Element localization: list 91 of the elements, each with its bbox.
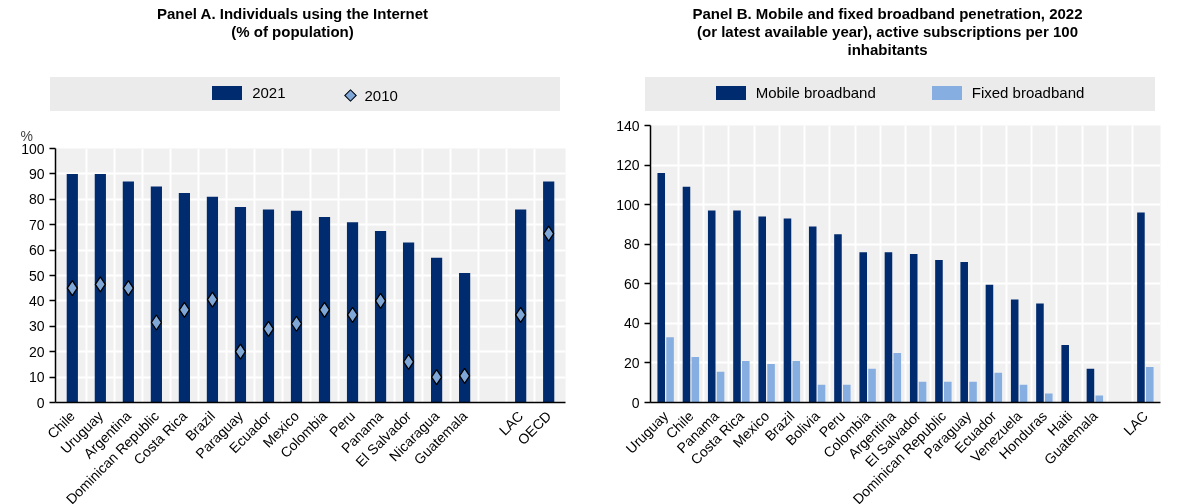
bar <box>868 368 876 403</box>
bar <box>742 360 750 403</box>
bar <box>402 242 415 403</box>
bar <box>808 226 817 403</box>
y-tick-label: 20 <box>28 343 45 360</box>
bar <box>66 173 78 403</box>
y-tick-label: 60 <box>623 275 640 292</box>
bar <box>935 260 943 403</box>
y-tick-label: 120 <box>616 157 640 174</box>
bar <box>707 210 716 403</box>
legend-label: 2021 <box>251 83 286 104</box>
bar <box>346 222 359 403</box>
y-tick-label: 100 <box>616 196 640 213</box>
point <box>122 280 135 297</box>
bar <box>1137 212 1145 403</box>
bar <box>1044 393 1053 403</box>
point <box>206 291 219 308</box>
bar <box>859 252 867 403</box>
bar <box>893 353 902 403</box>
legend-label: 2010 <box>363 85 398 106</box>
bar <box>318 217 331 403</box>
bar <box>682 186 691 403</box>
y-tick-label: 10 <box>28 369 45 386</box>
bar <box>1036 303 1044 403</box>
bar <box>1061 345 1069 403</box>
y-tick-label: 20 <box>623 354 640 371</box>
y-tick-label: 30 <box>28 318 45 335</box>
bar <box>716 371 725 403</box>
y-tick-label: 90 <box>28 165 45 182</box>
y-tick-label: 70 <box>28 216 45 233</box>
bar <box>733 210 741 403</box>
bar <box>691 356 700 403</box>
bar <box>783 218 792 403</box>
chart-title: Panel B. Mobile and fixed broadband penetration, 2022 (or latest available year), active subscriptions per 100 inhabitants <box>692 5 1083 59</box>
point <box>262 320 275 337</box>
bar <box>1145 366 1154 403</box>
point <box>458 367 471 384</box>
bar <box>374 231 387 403</box>
bar <box>1086 368 1095 403</box>
legend-label: Fixed broadband <box>970 83 1085 104</box>
bar <box>206 196 219 403</box>
chart-title: Panel A. Individuals using the Internet (% of population) <box>156 5 429 41</box>
point <box>234 343 247 360</box>
point <box>150 314 163 331</box>
y-tick-label: 40 <box>623 315 640 332</box>
bar <box>657 172 666 403</box>
point <box>66 280 78 297</box>
point <box>290 315 303 332</box>
bar <box>944 381 952 403</box>
bar <box>262 209 275 403</box>
bar <box>666 337 674 403</box>
point <box>374 292 387 310</box>
bar <box>94 173 106 403</box>
bar <box>459 272 471 403</box>
bar <box>430 257 443 403</box>
y-tick-label: 0 <box>631 394 640 411</box>
bar <box>290 210 303 403</box>
point <box>543 225 555 242</box>
bar <box>543 181 555 403</box>
point <box>346 306 359 324</box>
y-tick-label: 80 <box>623 236 640 253</box>
bar <box>767 363 775 403</box>
bar <box>150 186 162 403</box>
bar <box>909 254 918 403</box>
point <box>430 368 443 386</box>
bar <box>985 284 994 403</box>
point <box>318 301 331 318</box>
point <box>94 276 106 293</box>
bar <box>515 209 527 403</box>
bar <box>122 181 134 403</box>
bar <box>834 234 842 403</box>
bar <box>960 262 968 403</box>
y-tick-label: 80 <box>28 191 45 208</box>
y-tick-label: 50 <box>28 267 45 284</box>
legend-label: Mobile broadband <box>754 83 876 104</box>
point <box>178 301 191 318</box>
bar <box>843 384 851 403</box>
y-tick-label: 0 <box>36 394 45 411</box>
bar <box>1095 395 1104 403</box>
bar <box>234 206 247 403</box>
point <box>402 353 415 371</box>
bar <box>884 252 893 403</box>
bar <box>792 360 801 403</box>
y-tick-label: 40 <box>28 292 45 309</box>
bar <box>178 192 191 403</box>
y-tick-label: 60 <box>28 242 45 259</box>
bar <box>969 381 977 403</box>
bar <box>994 372 1003 403</box>
bar <box>758 216 767 403</box>
bar <box>1010 299 1019 403</box>
y-tick-label: 140 <box>616 117 640 134</box>
